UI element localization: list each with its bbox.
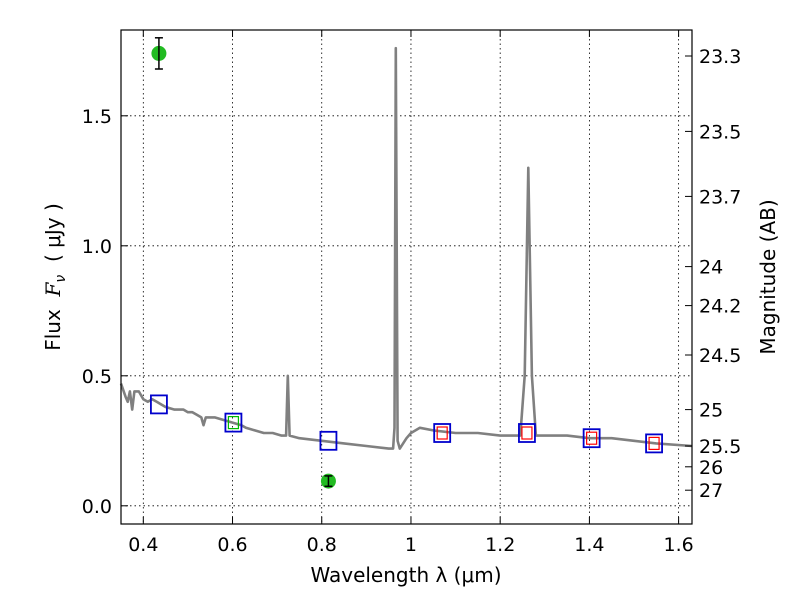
model-photometry-box xyxy=(518,423,536,443)
x-axis-title: Wavelength λ (μm) xyxy=(310,563,501,587)
plot-background xyxy=(121,30,692,524)
right-tick-label: 27 xyxy=(699,480,723,502)
right-tick-label: 26 xyxy=(699,457,723,479)
model-photometry-box xyxy=(319,430,338,451)
tick-labels: 0.4 0.6 0.8 1 1.2 1.4 1.6 0.0 0.5 1.0 1.5 23.3 23.5 2… xyxy=(82,46,742,556)
model-photometry-box xyxy=(645,433,663,454)
x-tick-label: 0.4 xyxy=(128,534,158,556)
y-tick-label: 0.0 xyxy=(82,496,112,518)
marker-layer xyxy=(150,37,663,489)
x-tick-label: 1.2 xyxy=(485,534,515,556)
y-axis-title: Flux Fν ( μJy ) xyxy=(41,203,69,351)
red-model-square xyxy=(436,426,448,440)
model-photometry-box xyxy=(582,428,601,449)
data-layer xyxy=(119,46,693,450)
grid xyxy=(121,30,692,524)
model-photometry-box xyxy=(224,412,243,433)
y-axis-title-symbol: F xyxy=(41,281,65,297)
red-model-square xyxy=(648,436,660,450)
x-tick-label: 0.6 xyxy=(217,534,247,556)
y-tick-label: 0.5 xyxy=(82,366,112,388)
y-tick-label: 1.0 xyxy=(82,236,112,258)
y-axis-title-prefix: Flux xyxy=(41,296,65,350)
x-tick-label: 1 xyxy=(405,534,417,556)
y-tick-label: 1.5 xyxy=(82,106,112,128)
red-model-square xyxy=(521,426,533,440)
right-tick-label: 23.3 xyxy=(699,46,741,68)
model-photometry-box xyxy=(150,394,168,415)
right-tick-label: 24 xyxy=(699,257,723,279)
right-tick-label: 23.5 xyxy=(699,121,741,143)
right-tick-label: 24.2 xyxy=(699,296,741,318)
right-tick-label: 25.5 xyxy=(699,436,741,458)
right-tick-label: 23.7 xyxy=(699,186,741,208)
spectrum-line xyxy=(119,46,693,450)
x-tick-label: 1.4 xyxy=(574,534,604,556)
right-tick-label: 25 xyxy=(699,400,723,422)
plot-frame xyxy=(120,29,693,525)
x-tick-label: 1.6 xyxy=(664,534,694,556)
model-photometry-box xyxy=(433,423,452,443)
green-model-square xyxy=(227,416,240,430)
y-axis-title-subscript: ν xyxy=(53,275,69,283)
tick-marks xyxy=(121,30,692,524)
x-tick-label: 0.8 xyxy=(307,534,337,556)
y-axis-title-suffix: ( μJy ) xyxy=(41,203,65,275)
red-model-square xyxy=(586,431,598,445)
right-axis-title: Magnitude (AB) xyxy=(756,199,780,354)
right-tick-label: 24.5 xyxy=(699,345,741,367)
